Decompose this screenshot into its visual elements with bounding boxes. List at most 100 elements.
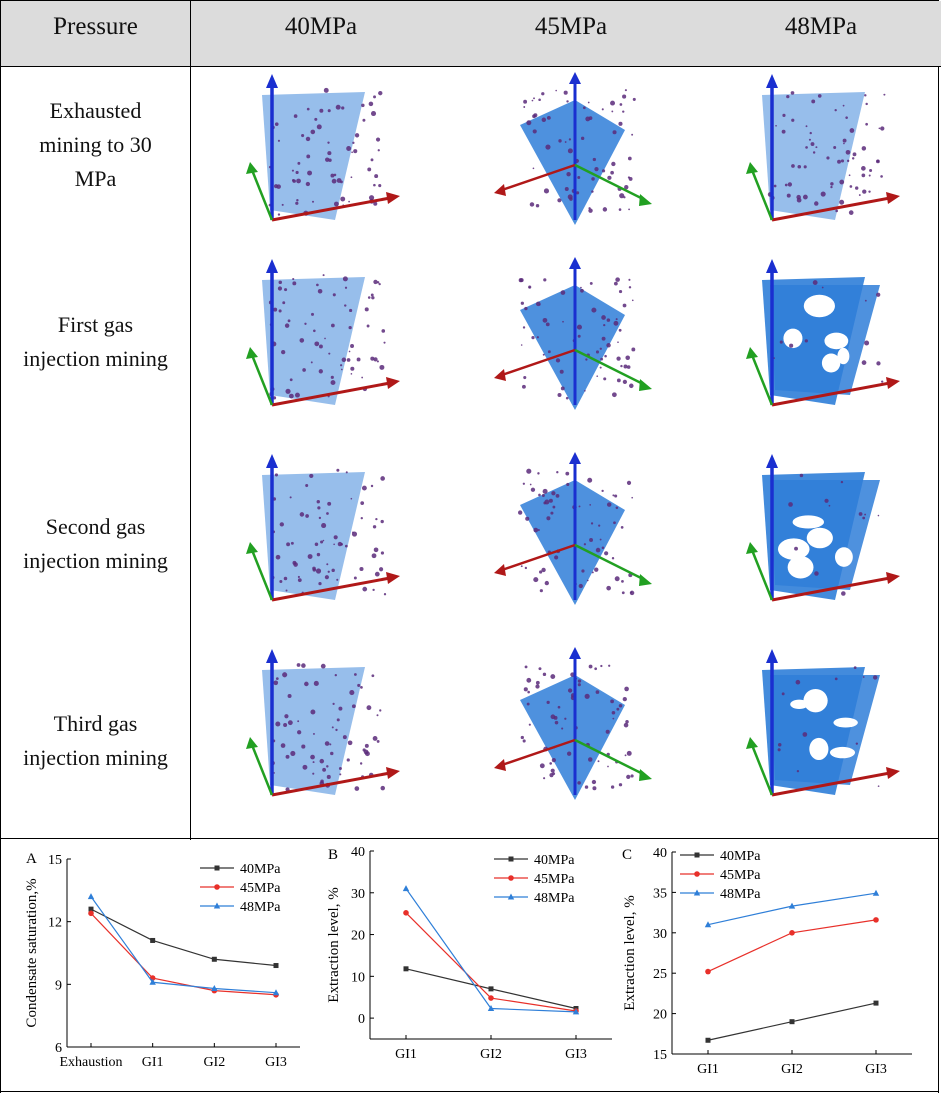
condensate-speck <box>528 285 532 289</box>
condensate-speck <box>791 118 795 122</box>
row-label-line: Exhausted <box>49 98 142 123</box>
row-label-line: Third gas <box>53 711 138 736</box>
condensate-speck <box>373 547 379 553</box>
data-point-48MPa <box>211 985 218 992</box>
condensate-speck <box>305 181 311 187</box>
condensate-speck <box>293 562 298 567</box>
condensate-speck <box>327 151 332 156</box>
condensate-speck <box>851 157 855 160</box>
condensate-speck <box>799 473 804 478</box>
pore-space <box>834 547 853 567</box>
column-divider <box>190 1 191 840</box>
condensate-speck <box>313 329 316 333</box>
condensate-speck <box>784 183 788 187</box>
header-pressure: Pressure <box>53 13 138 40</box>
condensate-speck <box>545 144 551 150</box>
y-axis <box>574 738 646 777</box>
data-point-45MPa <box>705 968 711 975</box>
condensate-speck <box>615 506 619 510</box>
condensate-speck <box>538 98 541 102</box>
condensate-speck <box>326 765 329 768</box>
z-axis-arrow <box>766 454 778 468</box>
condensate-speck <box>297 720 300 723</box>
condensate-speck <box>531 99 534 102</box>
data-point-45MPa <box>789 930 795 936</box>
pore-space <box>829 746 856 759</box>
condensate-speck <box>326 512 329 515</box>
condensate-speck <box>550 768 555 773</box>
condensate-speck <box>297 575 300 579</box>
x-tick-label: GI1 <box>142 1055 164 1070</box>
render-cell-svg <box>746 454 900 602</box>
condensate-speck <box>280 743 286 748</box>
row-label-line: mining to 30 <box>39 132 152 157</box>
condensate-speck <box>287 319 291 323</box>
x-axis-arrow <box>886 767 900 779</box>
condensate-speck <box>524 306 528 311</box>
condensate-speck <box>305 514 309 518</box>
condensate-speck <box>360 501 365 505</box>
x-axis <box>501 543 576 572</box>
condensate-speck <box>518 510 523 515</box>
condensate-speck <box>583 543 587 546</box>
y-tick-label: 15 <box>653 1048 667 1063</box>
condensate-speck <box>545 322 550 327</box>
condensate-speck <box>803 165 807 169</box>
condensate-speck <box>327 141 330 144</box>
condensate-speck <box>286 542 291 547</box>
condensate-speck <box>318 369 323 374</box>
condensate-speck <box>376 714 379 717</box>
x-axis-arrow <box>386 377 400 389</box>
condensate-speck <box>872 675 878 680</box>
condensate-speck <box>340 368 343 371</box>
condensate-speck <box>321 522 327 529</box>
condensate-speck <box>542 353 545 356</box>
render-cell-svg <box>494 452 652 605</box>
condensate-speck <box>340 364 343 367</box>
data-point-40MPa <box>150 937 156 943</box>
data-point-45MPa <box>403 910 409 916</box>
condensate-speck <box>346 758 350 762</box>
y-axis <box>574 543 646 582</box>
legend-label: 45MPa <box>240 881 281 896</box>
condensate-speck <box>883 93 886 96</box>
condensate-speck <box>790 91 795 95</box>
chart-c: 15 20 25 30 35 40 GI1 GI2 GI3 Extraction level, %… <box>612 839 938 1093</box>
condensate-speck <box>566 100 569 103</box>
condensate-speck <box>577 781 581 785</box>
condensate-speck <box>805 125 808 128</box>
condensate-speck <box>288 393 294 399</box>
condensate-speck <box>307 554 313 560</box>
condensate-speck <box>840 480 844 484</box>
condensate-speck <box>329 743 332 746</box>
condensate-speck <box>601 489 604 493</box>
condensate-speck <box>880 175 883 178</box>
row-label-third-gas: Third gas injection mining <box>1 707 190 775</box>
condensate-speck <box>334 673 337 677</box>
condensate-speck <box>331 568 335 573</box>
pore-space <box>806 527 833 549</box>
solid-phase <box>262 667 365 795</box>
condensate-speck <box>348 200 350 203</box>
condensate-speck <box>626 365 631 369</box>
condensate-speck <box>597 760 600 763</box>
row-label-exhausted: Exhausted mining to 30 MPa <box>1 94 190 196</box>
condensate-speck <box>846 159 850 163</box>
condensate-speck <box>371 553 377 559</box>
y-axis-arrow <box>246 542 258 554</box>
data-point-40MPa <box>873 1000 879 1006</box>
data-point-48MPa <box>704 921 712 928</box>
legend-marker <box>508 875 514 881</box>
condensate-speck <box>289 378 293 382</box>
condensate-speck <box>864 94 867 97</box>
condensate-speck <box>839 179 845 185</box>
condensate-speck <box>820 191 826 197</box>
condensate-speck <box>619 193 625 199</box>
pore-space <box>790 699 809 709</box>
data-point-48MPa <box>272 989 280 996</box>
condensate-speck <box>333 543 335 546</box>
condensate-speck <box>588 208 593 213</box>
z-axis-arrow <box>766 259 778 273</box>
solid-phase <box>520 285 625 410</box>
condensate-speck <box>520 565 523 568</box>
